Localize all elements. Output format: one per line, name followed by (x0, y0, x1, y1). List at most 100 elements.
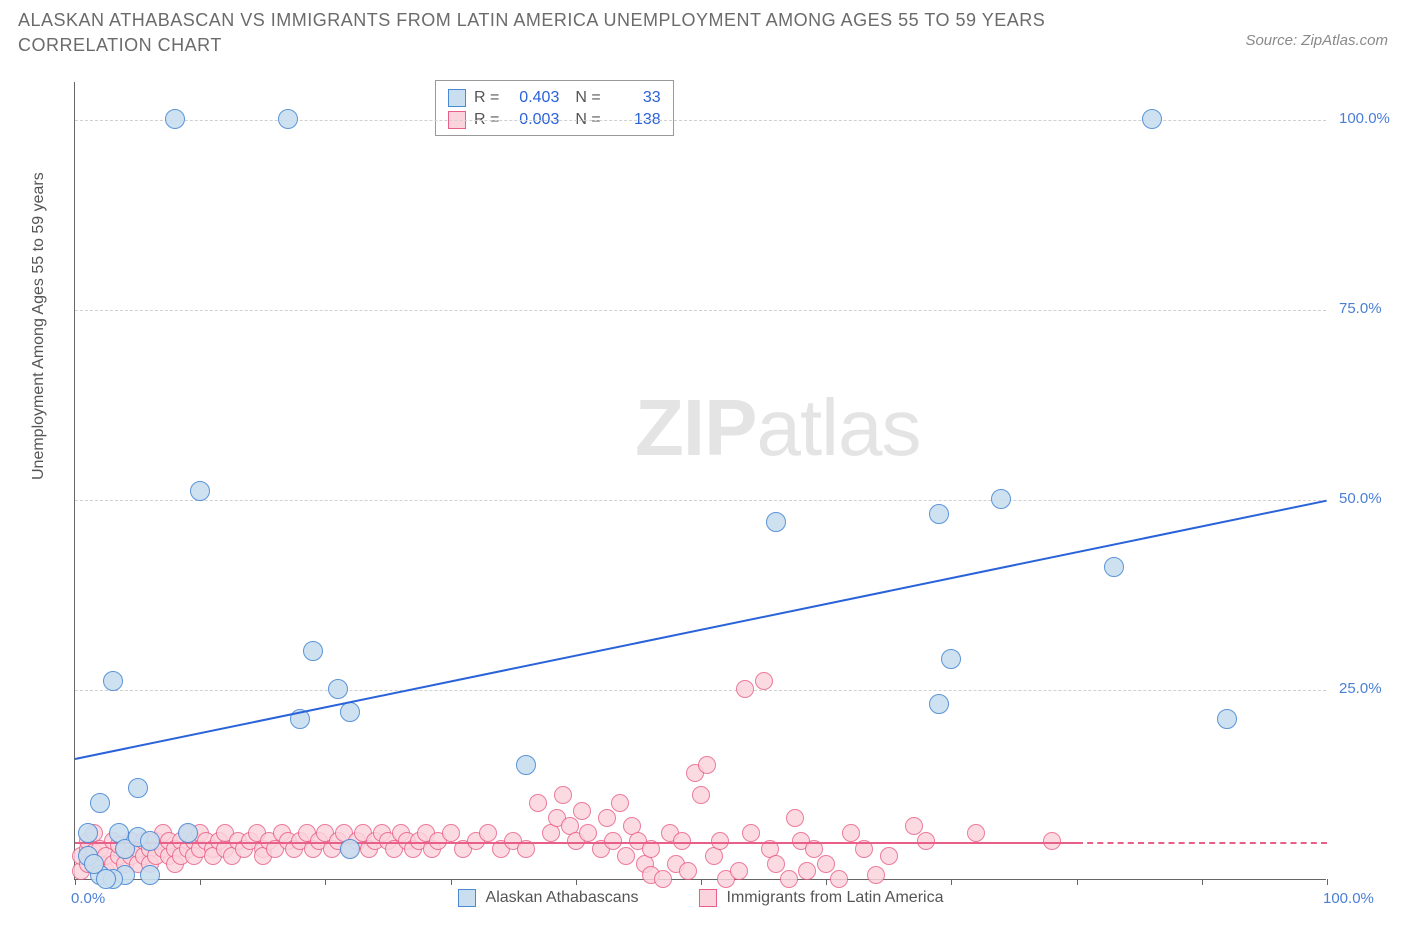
trend-line-latin (75, 842, 1077, 844)
data-point-athabascan (1104, 557, 1124, 577)
data-point-latin (742, 824, 760, 842)
data-point-latin (798, 862, 816, 880)
data-point-athabascan (516, 755, 536, 775)
data-point-latin (905, 817, 923, 835)
data-point-athabascan (90, 793, 110, 813)
data-point-latin (867, 866, 885, 884)
data-point-athabascan (165, 109, 185, 129)
stats-n-value: 33 (609, 89, 661, 107)
data-point-athabascan (1142, 109, 1162, 129)
data-point-latin (830, 870, 848, 888)
trend-line-athabascan (75, 500, 1327, 760)
data-point-latin (679, 862, 697, 880)
data-point-athabascan (78, 823, 98, 843)
data-point-latin (579, 824, 597, 842)
stats-n-label: N = (575, 89, 600, 107)
data-point-latin (698, 756, 716, 774)
x-axis-tick (701, 879, 702, 885)
data-point-athabascan (929, 694, 949, 714)
data-point-latin (692, 786, 710, 804)
chart-title: ALASKAN ATHABASCAN VS IMMIGRANTS FROM LA… (18, 8, 1128, 58)
x-axis-tick (325, 879, 326, 885)
gridline-h (75, 690, 1326, 691)
legend-swatch-latin (699, 889, 717, 907)
data-point-latin (554, 786, 572, 804)
x-axis-tick (200, 879, 201, 885)
stats-swatch (448, 89, 466, 107)
data-point-athabascan (766, 512, 786, 532)
data-point-latin (573, 802, 591, 820)
stats-row: R = 0.403 N = 33 (448, 87, 661, 109)
data-point-athabascan (941, 649, 961, 669)
x-axis-tick-label: 100.0% (1323, 890, 1374, 907)
data-point-latin (654, 870, 672, 888)
data-point-athabascan (128, 778, 148, 798)
data-point-athabascan (140, 831, 160, 851)
y-axis-title: Unemployment Among Ages 55 to 59 years (30, 172, 48, 480)
gridline-h (75, 310, 1326, 311)
x-axis-tick (826, 879, 827, 885)
series-legend: Alaskan Athabascans Immigrants from Lati… (75, 889, 1326, 907)
data-point-athabascan (103, 671, 123, 691)
data-point-athabascan (1217, 709, 1237, 729)
x-axis-tick (1077, 879, 1078, 885)
y-axis-tick-label: 50.0% (1339, 490, 1382, 507)
data-point-athabascan (303, 641, 323, 661)
scatter-plot-area: ZIPatlas R =0.403N =33R =0.003N =138 Ala… (74, 82, 1326, 880)
data-point-athabascan (328, 679, 348, 699)
data-point-athabascan (340, 702, 360, 722)
x-axis-tick-label: 0.0% (71, 890, 105, 907)
data-point-latin (767, 855, 785, 873)
watermark-atlas: atlas (756, 383, 920, 472)
watermark-zip: ZIP (635, 383, 756, 472)
data-point-latin (817, 855, 835, 873)
data-point-latin (730, 862, 748, 880)
x-axis-tick (451, 879, 452, 885)
data-point-latin (880, 847, 898, 865)
legend-item-athabascan: Alaskan Athabascans (458, 889, 639, 907)
data-point-athabascan (929, 504, 949, 524)
gridline-h (75, 120, 1326, 121)
source-attribution: Source: ZipAtlas.com (1245, 32, 1388, 49)
legend-label-athabascan: Alaskan Athabascans (486, 889, 639, 907)
x-axis-tick (576, 879, 577, 885)
data-point-latin (611, 794, 629, 812)
data-point-latin (1043, 832, 1061, 850)
data-point-athabascan (340, 839, 360, 859)
data-point-latin (917, 832, 935, 850)
gridline-h (75, 500, 1326, 501)
data-point-latin (967, 824, 985, 842)
data-point-athabascan (991, 489, 1011, 509)
stats-legend-box: R =0.403N =33R =0.003N =138 (435, 80, 674, 136)
data-point-latin (786, 809, 804, 827)
legend-swatch-athabascan (458, 889, 476, 907)
data-point-latin (736, 680, 754, 698)
data-point-athabascan (140, 865, 160, 885)
watermark: ZIPatlas (635, 382, 920, 474)
data-point-latin (755, 672, 773, 690)
legend-label-latin: Immigrants from Latin America (727, 889, 944, 907)
data-point-latin (780, 870, 798, 888)
x-axis-tick (951, 879, 952, 885)
x-axis-tick (75, 879, 76, 885)
data-point-athabascan (278, 109, 298, 129)
trend-line-latin-ext (1077, 842, 1327, 844)
x-axis-tick (1327, 879, 1328, 885)
data-point-latin (529, 794, 547, 812)
y-axis-tick-label: 75.0% (1339, 300, 1382, 317)
stats-r-label: R = (474, 89, 499, 107)
y-axis-tick-label: 25.0% (1339, 680, 1382, 697)
data-point-latin (842, 824, 860, 842)
data-point-athabascan (190, 481, 210, 501)
data-point-latin (673, 832, 691, 850)
data-point-athabascan (96, 869, 116, 889)
stats-r-value: 0.403 (507, 89, 559, 107)
data-point-latin (598, 809, 616, 827)
data-point-latin (617, 847, 635, 865)
data-point-athabascan (178, 823, 198, 843)
data-point-latin (604, 832, 622, 850)
data-point-latin (711, 832, 729, 850)
x-axis-tick (1202, 879, 1203, 885)
legend-item-latin: Immigrants from Latin America (699, 889, 944, 907)
y-axis-tick-label: 100.0% (1339, 110, 1390, 127)
